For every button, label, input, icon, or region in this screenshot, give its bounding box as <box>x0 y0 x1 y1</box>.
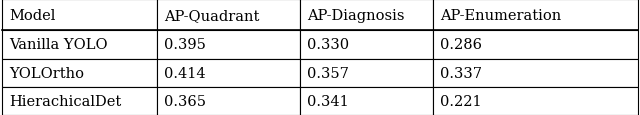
Text: 0.365: 0.365 <box>164 94 207 108</box>
Text: AP-Enumeration: AP-Enumeration <box>440 9 561 22</box>
Bar <box>157 87 300 115</box>
Text: 0.337: 0.337 <box>440 66 483 80</box>
Text: 0.286: 0.286 <box>440 38 483 52</box>
Bar <box>2 59 157 87</box>
Bar <box>433 0 638 31</box>
Text: 0.330: 0.330 <box>307 38 349 52</box>
Bar <box>300 87 433 115</box>
Text: Model: Model <box>10 9 56 22</box>
Bar <box>300 59 433 87</box>
Text: 0.221: 0.221 <box>440 94 482 108</box>
Bar <box>157 59 300 87</box>
Text: AP-Diagnosis: AP-Diagnosis <box>307 9 404 22</box>
Bar <box>157 31 300 59</box>
Text: 0.395: 0.395 <box>164 38 206 52</box>
Bar <box>2 31 157 59</box>
Text: YOLOrtho: YOLOrtho <box>10 66 84 80</box>
Text: 0.341: 0.341 <box>307 94 349 108</box>
Text: Vanilla YOLO: Vanilla YOLO <box>10 38 108 52</box>
Text: AP-Quadrant: AP-Quadrant <box>164 9 260 22</box>
Bar <box>433 87 638 115</box>
Bar <box>2 0 157 31</box>
Bar <box>433 31 638 59</box>
Bar <box>157 0 300 31</box>
Bar <box>300 31 433 59</box>
Bar <box>433 59 638 87</box>
Bar <box>2 87 157 115</box>
Bar <box>300 0 433 31</box>
Text: HierachicalDet: HierachicalDet <box>10 94 122 108</box>
Text: 0.357: 0.357 <box>307 66 349 80</box>
Text: 0.414: 0.414 <box>164 66 206 80</box>
